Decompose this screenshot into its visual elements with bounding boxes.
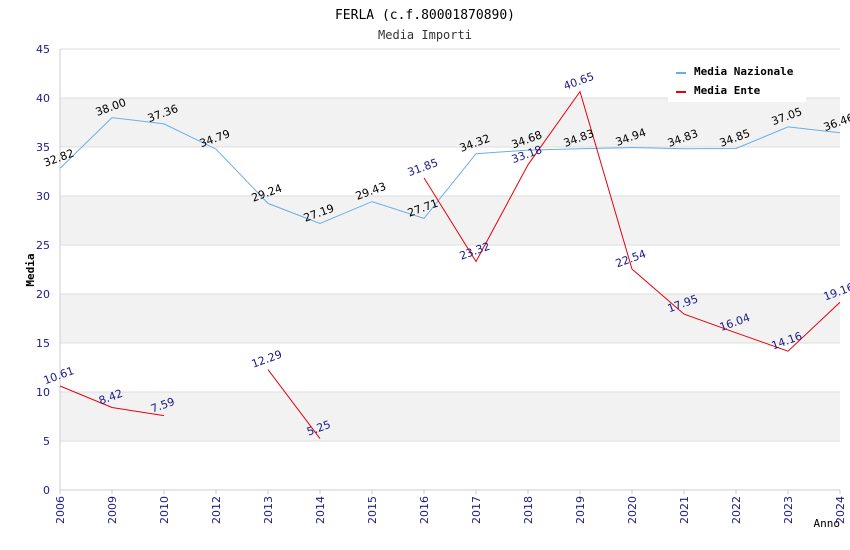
x-tick-label: 2012 [210,496,223,524]
x-tick-label: 2023 [782,496,795,524]
y-tick-label: 10 [36,386,50,399]
x-tick-label: 2013 [262,496,275,524]
x-tick-label: 2006 [54,496,67,524]
data-label: 31.85 [406,156,440,179]
x-tick-label: 2017 [470,496,483,524]
y-tick-label: 15 [36,337,50,350]
y-tick-label: 5 [43,435,50,448]
x-tick-label: 2015 [366,496,379,524]
x-tick-label: 2020 [626,496,639,524]
chart-subtitle: Media Importi [378,28,472,42]
band [60,294,840,343]
x-tick-label: 2014 [314,496,327,524]
series-line-ente [59,385,165,417]
legend-background [668,58,806,102]
band [60,392,840,441]
series-line-ente [267,369,321,439]
background-bands [60,98,840,441]
y-tick-label: 0 [43,484,50,497]
x-tick-label: 2024 [834,496,847,524]
y-tick-label: 40 [36,92,50,105]
gridlines [60,48,840,491]
legend-label-nazionale: Media Nazionale [694,65,794,78]
y-tick-label: 25 [36,239,50,252]
x-tick-label: 2010 [158,496,171,524]
x-tick-label: 2009 [106,496,119,524]
x-tick-labels: 2006 2009 2010 2012 2013 2014 2015 2016 2017 2018… [54,490,847,524]
legend: Media Nazionale Media Ente [668,58,806,102]
series-lines [59,90,841,439]
series-line-ente [423,90,841,352]
data-label: 10.61 [42,364,76,387]
series-line-nazionale [59,117,841,225]
x-tick-label: 2019 [574,496,587,524]
x-axis-label: Anno [814,517,841,530]
x-tick-label: 2021 [678,496,691,524]
y-tick-label: 45 [36,43,50,56]
chart-title: FERLA (c.f.80001870890) [335,8,515,23]
band [60,98,840,147]
x-tick-label: 2018 [522,496,535,524]
y-tick-label: 20 [36,288,50,301]
y-tick-labels: 0 5 10 15 20 25 30 35 40 45 [36,43,50,497]
y-tick-label: 30 [36,190,50,203]
x-tick-label: 2016 [418,496,431,524]
data-label: 22.54 [614,247,648,270]
y-tick-label: 35 [36,141,50,154]
x-tick-label: 2022 [730,496,743,524]
data-label: 12.29 [250,348,284,371]
y-axis-label: Media [24,253,37,286]
legend-label-ente: Media Ente [694,84,761,97]
data-label: 40.65 [562,70,596,93]
